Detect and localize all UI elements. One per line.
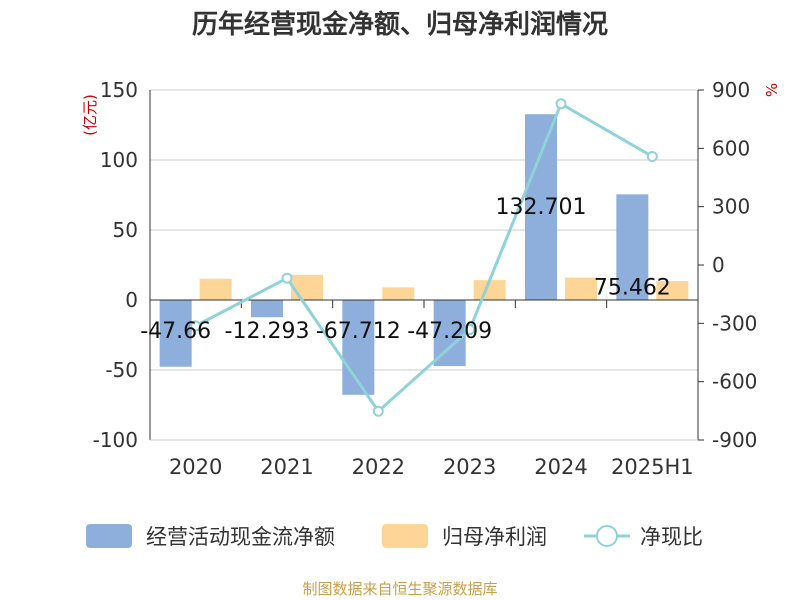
y-left-tick-label: 50 — [113, 218, 138, 242]
data-label-ocf: -12.293 — [225, 319, 310, 344]
y-right-tick-label: -300 — [712, 311, 757, 335]
legend-swatch-ocf — [86, 524, 132, 548]
bar-net-profit — [473, 280, 506, 300]
bar-ocf — [525, 114, 557, 300]
source-note: 制图数据来自恒生聚源数据库 — [302, 580, 498, 598]
x-tick-label: 2025H1 — [611, 455, 694, 479]
legend-marker-ratio — [596, 525, 618, 547]
bar-ocf — [616, 194, 649, 300]
x-tick-label: 2024 — [534, 455, 587, 479]
bar-net-profit — [291, 274, 323, 300]
ratio-line — [194, 101, 654, 414]
bar-net-profit — [565, 277, 597, 300]
ratio-point — [190, 320, 202, 332]
bar-net-profit — [656, 281, 689, 300]
data-label-ocf: 132.701 — [496, 195, 587, 220]
y-right-tick-label: 300 — [712, 195, 750, 219]
data-label-ocf: -47.66 — [140, 319, 211, 344]
y-left-unit-label: (亿元) — [81, 94, 99, 136]
data-label-ocf: -47.209 — [407, 319, 492, 344]
y-left-tick-label: -100 — [93, 428, 138, 452]
ratio-point — [646, 151, 658, 162]
x-tick-label: 2021 — [260, 455, 313, 479]
y-right-tick-label: 900 — [712, 78, 750, 102]
ratio-point — [555, 98, 567, 110]
x-tick-label: 2020 — [169, 455, 222, 479]
bar-ocf — [251, 300, 283, 318]
y-right-unit-label: % — [763, 83, 781, 97]
y-right-tick-label: 0 — [712, 253, 725, 277]
y-left-tick-label: 100 — [100, 148, 138, 172]
bar-ocf — [159, 300, 192, 367]
ratio-point — [372, 405, 384, 417]
y-left-tick-label: 150 — [100, 78, 138, 102]
bar-net-profit — [382, 287, 415, 300]
bar-ocf — [342, 300, 375, 395]
x-tick-label: 2022 — [352, 455, 405, 479]
ratio-point — [281, 272, 293, 284]
y-right-tick-label: -900 — [712, 428, 757, 452]
y-left-tick-label: -50 — [105, 358, 138, 382]
y-right-tick-label: -600 — [712, 370, 757, 394]
x-tick-label: 2023 — [443, 455, 496, 479]
y-right-tick-label: 600 — [712, 136, 750, 160]
legend-label-ratio: 净现比 — [640, 525, 703, 549]
data-label-ocf: 75.462 — [594, 275, 671, 300]
legend-label-ocf: 经营活动现金流净额 — [146, 525, 335, 549]
data-label-ocf: -67.712 — [316, 319, 401, 344]
y-left-tick-label: 0 — [125, 288, 138, 312]
legend-label-net-profit: 归母净利润 — [442, 525, 547, 549]
chart-title: 历年经营现金净额、归母净利润情况 — [191, 10, 608, 40]
legend-swatch-net-profit — [382, 524, 428, 548]
ratio-point — [464, 324, 476, 336]
bar-net-profit — [199, 278, 232, 300]
